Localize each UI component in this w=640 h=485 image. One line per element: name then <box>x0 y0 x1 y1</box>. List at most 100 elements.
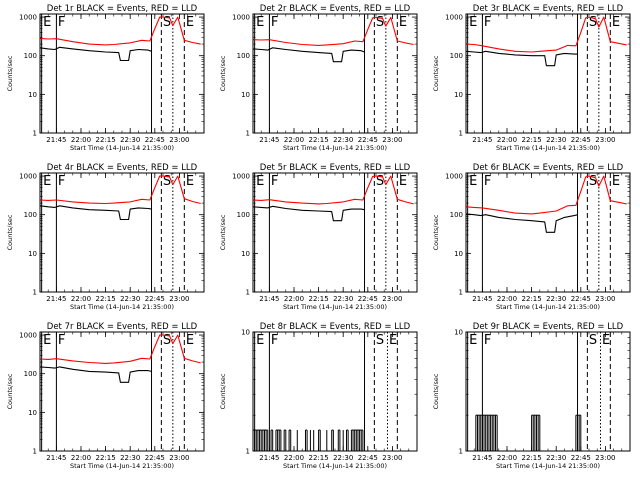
marker-label-e: E <box>612 174 620 189</box>
y-tick-label: 10 <box>28 409 37 417</box>
y-tick-label: 1000 <box>19 14 37 22</box>
y-tick-label: 10 <box>28 91 37 99</box>
x-axis-label: Start Time (14-Jun-14 21:35:00) <box>70 144 174 152</box>
x-axis-label: Start Time (14-Jun-14 21:35:00) <box>70 303 174 311</box>
y-tick-label: 10 <box>241 91 250 99</box>
y-axis-label: Counts/sec <box>432 373 440 409</box>
y-tick-label: 1000 <box>232 14 250 22</box>
x-tick-label: 21:45 <box>472 136 492 144</box>
x-tick-label: 22:15 <box>96 454 116 462</box>
plot-frame <box>39 331 205 452</box>
marker-label-s: S <box>163 333 171 348</box>
x-tick-label: 21:45 <box>472 295 492 303</box>
x-tick-label: 22:45 <box>145 454 165 462</box>
marker-label-e: E <box>186 15 194 30</box>
marker-label-s: S <box>589 333 597 348</box>
y-axis-label: Counts/sec <box>6 214 14 250</box>
y-tick-label: 1 <box>459 289 463 297</box>
panel-title: Det 8r BLACK = Events, RED = LLD <box>260 322 411 332</box>
marker-label-s: S <box>376 15 384 30</box>
y-axis-label: Counts/sec <box>432 55 440 91</box>
y-tick-label: 1000 <box>445 14 463 22</box>
panel-title: Det 3r BLACK = Events, RED = LLD <box>473 4 624 14</box>
marker-label-s: S <box>163 15 171 30</box>
x-tick-label: 21:45 <box>259 136 279 144</box>
x-axis-label: Start Time (14-Jun-14 21:35:00) <box>70 462 174 470</box>
y-tick-label: 1 <box>459 130 463 138</box>
events-series-line <box>465 213 578 233</box>
marker-label-f: F <box>271 15 278 30</box>
x-tick-label: 22:45 <box>571 295 591 303</box>
y-tick-label: 10 <box>28 250 37 258</box>
y-tick-label: 1 <box>33 289 37 297</box>
detector-panel-3: Det 3r BLACK = Events, RED = LLD Counts/s… <box>432 4 631 152</box>
x-axis-label: Start Time (14-Jun-14 21:35:00) <box>496 462 600 470</box>
plot-frame <box>252 331 418 452</box>
x-tick-label: 22:15 <box>522 136 542 144</box>
marker-label-e: E <box>602 333 610 348</box>
plot-frame <box>39 13 205 134</box>
y-tick-label: 100 <box>24 52 37 60</box>
marker-label-s: S <box>163 174 171 189</box>
x-tick-label: 21:45 <box>46 454 66 462</box>
x-tick-label: 23:00 <box>382 136 402 144</box>
detector-panel-8: Det 8r BLACK = Events, RED = LLD Counts/s… <box>219 322 418 470</box>
panel-title: Det 4r BLACK = Events, RED = LLD <box>47 163 198 173</box>
marker-label-f: F <box>484 15 491 30</box>
marker-label-e: E <box>256 15 264 30</box>
x-tick-label: 22:00 <box>497 136 517 144</box>
x-tick-label: 22:00 <box>497 295 517 303</box>
x-tick-label: 22:30 <box>333 136 353 144</box>
marker-label-f: F <box>58 333 65 348</box>
lld-series-line <box>252 16 414 46</box>
marker-label-e: E <box>399 15 407 30</box>
plot-frame <box>252 13 418 134</box>
y-axis-label: Counts/sec <box>219 55 227 91</box>
marker-label-e: E <box>43 333 51 348</box>
marker-label-e: E <box>43 174 51 189</box>
y-tick-label: 10 <box>454 250 463 258</box>
x-tick-label: 22:30 <box>120 136 140 144</box>
detector-panel-4: Det 4r BLACK = Events, RED = LLD Counts/s… <box>6 163 205 311</box>
marker-label-f: F <box>271 333 278 348</box>
x-tick-label: 23:00 <box>595 454 615 462</box>
marker-label-e: E <box>612 15 620 30</box>
marker-label-e: E <box>389 333 397 348</box>
x-tick-label: 22:45 <box>571 136 591 144</box>
x-tick-label: 22:30 <box>120 295 140 303</box>
x-tick-label: 22:30 <box>333 295 353 303</box>
plot-frame <box>465 331 631 452</box>
marker-label-s: S <box>589 15 597 30</box>
events-series-line <box>39 366 152 383</box>
x-axis-label: Start Time (14-Jun-14 21:35:00) <box>283 144 387 152</box>
marker-label-e: E <box>469 333 477 348</box>
x-tick-label: 22:00 <box>497 454 517 462</box>
x-tick-label: 22:45 <box>358 136 378 144</box>
events-series-line <box>465 50 578 67</box>
panel-title: Det 6r BLACK = Events, RED = LLD <box>473 163 624 173</box>
y-axis-label: Counts/sec <box>6 373 14 409</box>
marker-label-f: F <box>484 333 491 348</box>
marker-label-s: S <box>376 333 384 348</box>
y-tick-label: 100 <box>450 52 463 60</box>
x-tick-label: 22:15 <box>522 295 542 303</box>
y-tick-label: 10 <box>454 329 463 337</box>
events-series-line <box>252 47 365 63</box>
y-tick-label: 1000 <box>19 173 37 181</box>
x-axis-label: Start Time (14-Jun-14 21:35:00) <box>283 462 387 470</box>
events-series-line <box>39 46 152 62</box>
y-tick-label: 10 <box>241 250 250 258</box>
lld-series-line <box>39 16 201 46</box>
marker-label-f: F <box>484 174 491 189</box>
plot-frame <box>252 172 418 293</box>
x-tick-label: 23:00 <box>595 136 615 144</box>
x-tick-label: 23:00 <box>169 136 189 144</box>
events-series-line <box>252 205 365 222</box>
detector-panel-1: Det 1r BLACK = Events, RED = LLD Counts/s… <box>6 4 205 152</box>
lld-series-line <box>465 175 627 215</box>
x-tick-label: 23:00 <box>169 454 189 462</box>
y-axis-label: Counts/sec <box>6 55 14 91</box>
marker-label-f: F <box>58 174 65 189</box>
